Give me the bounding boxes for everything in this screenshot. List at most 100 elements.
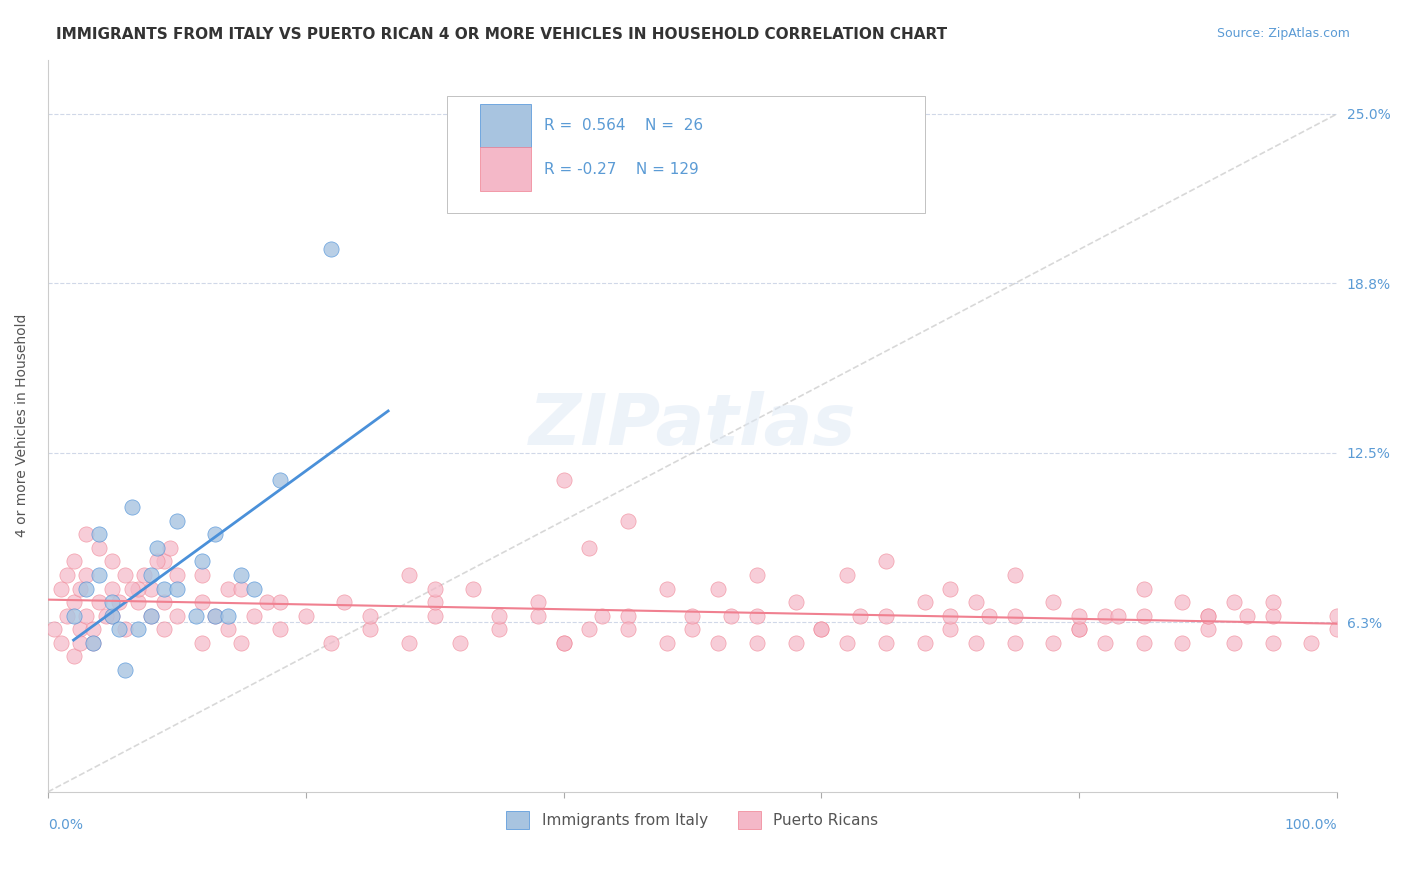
Point	[256, 595, 278, 609]
FancyBboxPatch shape	[479, 147, 531, 192]
Point	[681, 608, 703, 623]
Point	[939, 608, 962, 623]
Point	[553, 636, 575, 650]
Point	[166, 568, 188, 582]
Point	[152, 622, 174, 636]
Text: Source: ZipAtlas.com: Source: ZipAtlas.com	[1216, 27, 1350, 40]
Point	[139, 608, 162, 623]
Point	[243, 608, 266, 623]
Point	[1326, 622, 1348, 636]
Point	[707, 636, 730, 650]
Point	[121, 582, 143, 596]
FancyBboxPatch shape	[447, 96, 925, 213]
Point	[837, 568, 859, 582]
Point	[785, 636, 807, 650]
Point	[1042, 595, 1064, 609]
Point	[1132, 636, 1154, 650]
Point	[1301, 636, 1323, 650]
Point	[463, 582, 485, 596]
Point	[578, 541, 600, 555]
Point	[1094, 636, 1116, 650]
Text: R = -0.27    N = 129: R = -0.27 N = 129	[544, 162, 699, 177]
Point	[89, 595, 111, 609]
Point	[127, 622, 149, 636]
Point	[269, 473, 291, 487]
Point	[134, 568, 156, 582]
Point	[1171, 636, 1194, 650]
Point	[217, 608, 239, 623]
Point	[1132, 608, 1154, 623]
Point	[977, 608, 1000, 623]
Point	[333, 595, 356, 609]
Point	[1261, 595, 1284, 609]
Point	[1069, 622, 1091, 636]
Point	[1223, 595, 1246, 609]
Point	[526, 595, 548, 609]
FancyBboxPatch shape	[479, 103, 531, 147]
Point	[204, 608, 226, 623]
Point	[121, 500, 143, 515]
Point	[837, 636, 859, 650]
Point	[398, 568, 420, 582]
Point	[69, 636, 91, 650]
Point	[1236, 608, 1258, 623]
Point	[423, 608, 446, 623]
Point	[62, 649, 84, 664]
Point	[849, 608, 872, 623]
Point	[810, 622, 832, 636]
Point	[107, 622, 129, 636]
Point	[875, 636, 897, 650]
Point	[1223, 636, 1246, 650]
Point	[359, 622, 381, 636]
Point	[152, 582, 174, 596]
Point	[204, 527, 226, 541]
Point	[488, 608, 510, 623]
Point	[1069, 608, 1091, 623]
Point	[184, 608, 207, 623]
Point	[146, 554, 169, 568]
Point	[1069, 622, 1091, 636]
Point	[69, 582, 91, 596]
Point	[398, 636, 420, 650]
Point	[191, 554, 214, 568]
Point	[269, 622, 291, 636]
Point	[75, 568, 97, 582]
Text: ZIPatlas: ZIPatlas	[529, 392, 856, 460]
Point	[1004, 568, 1026, 582]
Point	[321, 636, 343, 650]
Text: R =  0.564    N =  26: R = 0.564 N = 26	[544, 118, 703, 133]
Point	[617, 608, 640, 623]
Point	[745, 568, 768, 582]
Point	[591, 608, 613, 623]
Point	[152, 554, 174, 568]
Point	[75, 527, 97, 541]
Point	[1132, 582, 1154, 596]
Point	[423, 582, 446, 596]
Text: 100.0%: 100.0%	[1285, 818, 1337, 831]
Point	[114, 663, 136, 677]
Point	[707, 582, 730, 596]
Point	[1326, 608, 1348, 623]
Point	[75, 608, 97, 623]
Point	[294, 608, 316, 623]
Point	[553, 473, 575, 487]
Point	[231, 636, 253, 650]
Point	[107, 595, 129, 609]
Text: IMMIGRANTS FROM ITALY VS PUERTO RICAN 4 OR MORE VEHICLES IN HOUSEHOLD CORRELATIO: IMMIGRANTS FROM ITALY VS PUERTO RICAN 4 …	[56, 27, 948, 42]
Point	[139, 568, 162, 582]
Point	[1004, 636, 1026, 650]
Point	[231, 582, 253, 596]
Point	[191, 568, 214, 582]
Point	[114, 568, 136, 582]
Point	[243, 582, 266, 596]
Point	[578, 622, 600, 636]
Point	[101, 582, 124, 596]
Point	[914, 595, 936, 609]
Point	[745, 636, 768, 650]
Point	[655, 582, 678, 596]
Point	[1042, 636, 1064, 650]
Point	[82, 622, 104, 636]
Point	[101, 554, 124, 568]
Point	[191, 595, 214, 609]
Point	[62, 595, 84, 609]
